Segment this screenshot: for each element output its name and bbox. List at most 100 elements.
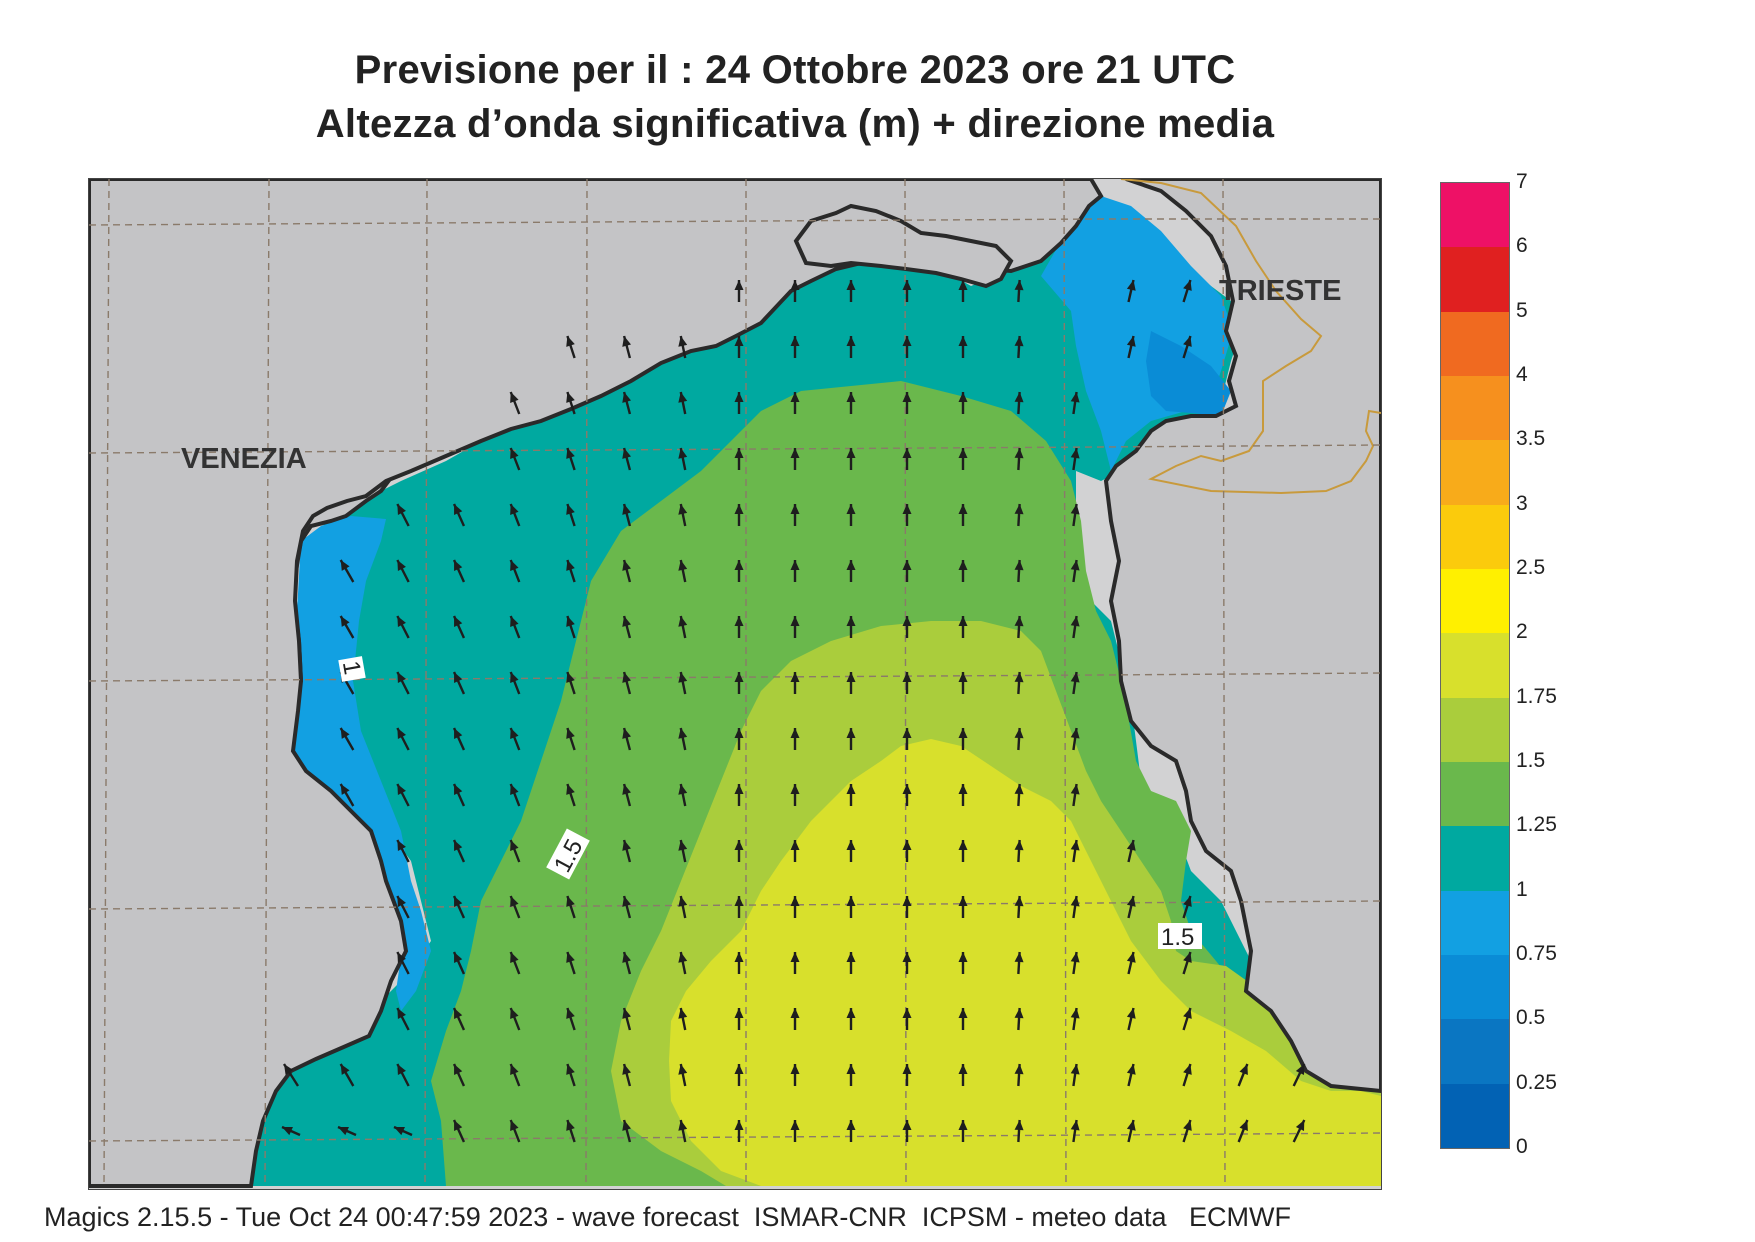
direction-arrow-head	[1014, 616, 1024, 627]
legend-swatch	[1441, 762, 1509, 827]
legend-label: 4	[1516, 363, 1528, 386]
direction-arrow-head	[1183, 336, 1192, 347]
land-istria	[1103, 179, 1381, 1094]
direction-arrow-head	[846, 784, 856, 794]
direction-arrow-head	[1295, 1120, 1305, 1131]
direction-arrow-head	[566, 1008, 575, 1019]
direction-arrow-head	[622, 448, 631, 459]
direction-arrow-head	[678, 616, 688, 627]
direction-arrow-head	[790, 784, 800, 794]
direction-arrow-head	[622, 896, 631, 907]
direction-arrow-head	[958, 1120, 968, 1130]
direction-arrow-head	[1126, 896, 1136, 907]
direction-arrow-head	[958, 448, 968, 458]
direction-arrow-head	[734, 952, 744, 962]
contour-label-1: 1	[337, 656, 366, 682]
direction-arrow-head	[1183, 1008, 1192, 1019]
direction-arrow-head	[1014, 1008, 1024, 1019]
direction-arrow-head	[622, 504, 631, 515]
direction-arrow-head	[846, 616, 856, 626]
direction-arrow-head	[958, 504, 968, 514]
direction-arrow-head	[790, 504, 800, 514]
color-legend	[1440, 182, 1510, 1149]
legend-label: 1.5	[1516, 749, 1546, 772]
legend-swatch	[1441, 440, 1509, 506]
direction-arrow-head	[958, 672, 968, 682]
direction-arrow-head	[790, 448, 800, 458]
direction-arrow-head	[1014, 896, 1024, 907]
direction-arrow-head	[1070, 784, 1080, 795]
direction-arrow-head	[734, 1064, 744, 1074]
direction-arrow-head	[790, 1120, 800, 1130]
direction-arrow-head	[1070, 1120, 1080, 1131]
direction-arrow-head	[510, 1064, 519, 1075]
direction-arrow-head	[902, 504, 912, 514]
direction-arrow-head	[678, 672, 688, 683]
legend-label: 1.25	[1516, 813, 1557, 837]
footer-credits: Magics 2.15.5 - Tue Oct 24 00:47:59 2023…	[44, 1202, 1291, 1232]
direction-arrow-head	[1183, 896, 1192, 907]
direction-arrow-head	[454, 952, 463, 963]
direction-arrow-head	[1014, 448, 1024, 459]
direction-arrow-head	[340, 560, 350, 571]
direction-arrow-head	[678, 952, 688, 963]
svg-text:1: 1	[337, 659, 366, 677]
direction-arrow-head	[1014, 784, 1024, 795]
sea-zone-1.75-2	[669, 739, 1381, 1186]
direction-arrow-head	[1183, 1064, 1192, 1075]
legend-swatch	[1441, 890, 1509, 956]
direction-arrow-head	[846, 280, 856, 290]
direction-arrow-head	[397, 840, 406, 851]
direction-arrow-head	[734, 448, 744, 458]
direction-arrow-head	[902, 336, 912, 346]
direction-arrow-head	[1070, 448, 1080, 459]
direction-arrow-head	[846, 1064, 856, 1074]
legend-label: 2.5	[1516, 556, 1546, 579]
direction-arrow-head	[622, 616, 631, 627]
direction-arrow-head	[734, 392, 744, 402]
direction-arrow-head	[1126, 1120, 1136, 1131]
legend-label: 3	[1516, 491, 1528, 515]
direction-arrow-head	[622, 840, 631, 851]
direction-arrow-head	[510, 560, 519, 571]
direction-arrow-head	[510, 952, 519, 963]
direction-arrow-head	[958, 392, 968, 402]
direction-arrow-head	[397, 616, 406, 627]
legend-swatch	[1441, 311, 1509, 377]
direction-arrow-head	[454, 504, 463, 515]
direction-arrow-head	[454, 1120, 463, 1131]
legend-label: 0.5	[1516, 1006, 1546, 1030]
direction-arrow-head	[734, 896, 744, 906]
direction-arrow-head	[846, 952, 856, 962]
direction-arrow-head	[734, 1008, 744, 1018]
legend-swatch	[1441, 247, 1509, 313]
direction-arrow-head	[1239, 1120, 1248, 1131]
legend-label: 1.75	[1516, 684, 1557, 708]
contour-label-1.5-west: 1.5	[546, 828, 590, 880]
direction-arrow-head	[397, 952, 406, 963]
direction-arrow-head	[1070, 1008, 1080, 1019]
direction-arrow-head	[846, 1120, 856, 1130]
direction-arrow-head	[902, 672, 912, 682]
direction-arrow-head	[790, 840, 800, 850]
direction-arrow-head	[846, 448, 856, 458]
direction-arrow-head	[397, 896, 406, 907]
direction-arrow-head	[1183, 280, 1192, 291]
direction-arrow-head	[338, 1126, 349, 1136]
direction-arrow-head	[790, 1064, 800, 1074]
direction-arrow-head	[566, 448, 575, 459]
legend-label: 1	[1516, 877, 1528, 901]
direction-arrow-head	[397, 1008, 406, 1019]
direction-arrow-head	[734, 672, 744, 682]
direction-arrow-head	[1070, 952, 1080, 963]
direction-arrow-head	[734, 616, 744, 626]
direction-arrow-head	[902, 952, 912, 962]
direction-arrow-head	[846, 560, 856, 570]
direction-arrow-head	[1014, 504, 1024, 515]
direction-arrow-head	[902, 1120, 912, 1130]
direction-arrow-head	[1014, 672, 1024, 683]
direction-arrow-head	[1014, 840, 1024, 851]
direction-arrow-head	[566, 672, 575, 683]
direction-arrow-head	[846, 672, 856, 682]
direction-arrow-head	[958, 1008, 968, 1018]
